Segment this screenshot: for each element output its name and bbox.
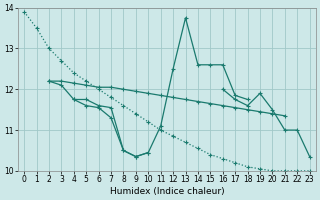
- X-axis label: Humidex (Indice chaleur): Humidex (Indice chaleur): [109, 187, 224, 196]
